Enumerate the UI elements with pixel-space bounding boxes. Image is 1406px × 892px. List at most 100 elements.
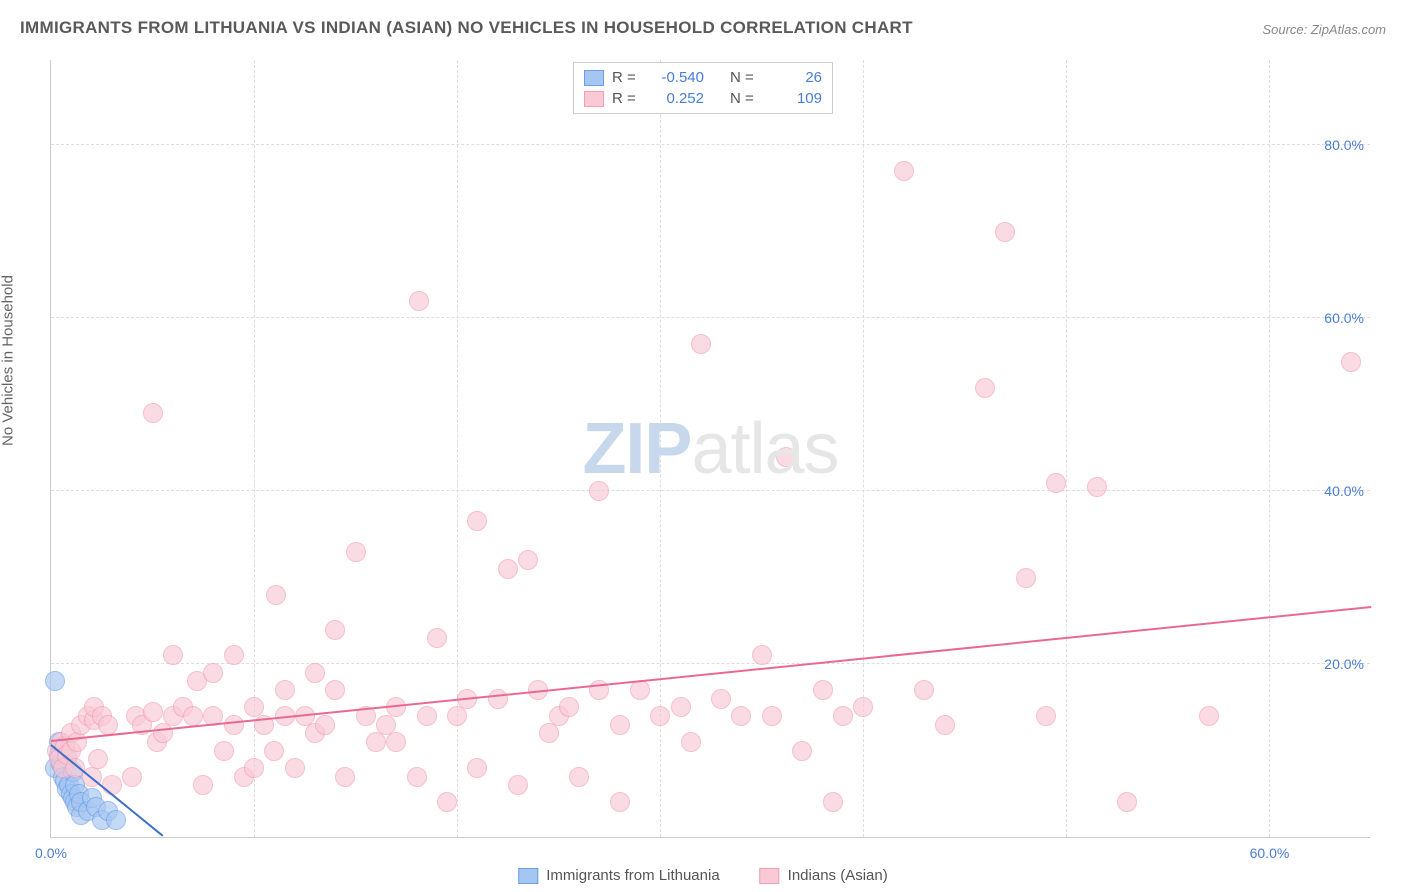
scatter-point-indians bbox=[67, 732, 87, 752]
gridline-horizontal bbox=[51, 144, 1370, 145]
scatter-point-indians bbox=[762, 706, 782, 726]
scatter-point-indians bbox=[224, 645, 244, 665]
legend-swatch bbox=[584, 91, 604, 107]
scatter-point-indians bbox=[214, 741, 234, 761]
y-tick-label: 20.0% bbox=[1324, 656, 1364, 672]
scatter-point-indians bbox=[346, 542, 366, 562]
correlation-legend-row: R = 0.252 N = 109 bbox=[584, 88, 822, 109]
x-tick-label: 0.0% bbox=[35, 845, 67, 861]
scatter-point-indians bbox=[681, 732, 701, 752]
scatter-point-indians bbox=[691, 334, 711, 354]
legend-swatch bbox=[584, 70, 604, 86]
y-tick-label: 40.0% bbox=[1324, 483, 1364, 499]
scatter-point-indians bbox=[275, 680, 295, 700]
legend-swatch bbox=[518, 868, 538, 884]
r-label: R = bbox=[612, 69, 640, 86]
scatter-point-indians bbox=[325, 620, 345, 640]
scatter-point-indians bbox=[143, 702, 163, 722]
scatter-point-indians bbox=[437, 792, 457, 812]
scatter-point-indians bbox=[813, 680, 833, 700]
scatter-point-indians bbox=[610, 792, 630, 812]
scatter-point-indians bbox=[203, 663, 223, 683]
scatter-point-indians bbox=[447, 706, 467, 726]
r-label: R = bbox=[612, 90, 640, 107]
scatter-point-lithuania bbox=[106, 810, 126, 830]
scatter-point-indians bbox=[1016, 568, 1036, 588]
scatter-point-indians bbox=[467, 758, 487, 778]
scatter-point-indians bbox=[752, 645, 772, 665]
series-legend: Immigrants from Lithuania Indians (Asian) bbox=[518, 867, 887, 884]
correlation-legend: R =-0.540N =26R =0.252N =109 bbox=[573, 62, 833, 114]
scatter-point-indians bbox=[914, 680, 934, 700]
scatter-point-indians bbox=[995, 222, 1015, 242]
scatter-point-indians bbox=[1036, 706, 1056, 726]
scatter-point-indians bbox=[671, 697, 691, 717]
scatter-point-indians bbox=[853, 697, 873, 717]
scatter-point-indians bbox=[305, 663, 325, 683]
scatter-point-indians bbox=[1087, 477, 1107, 497]
n-value: 109 bbox=[766, 90, 822, 107]
scatter-point-indians bbox=[102, 775, 122, 795]
scatter-point-indians bbox=[833, 706, 853, 726]
n-label: N = bbox=[730, 90, 758, 107]
scatter-point-indians bbox=[266, 585, 286, 605]
gridline-horizontal bbox=[51, 663, 1370, 664]
watermark: ZIPatlas bbox=[582, 408, 838, 490]
gridline-horizontal bbox=[51, 317, 1370, 318]
scatter-point-indians bbox=[498, 559, 518, 579]
scatter-point-indians bbox=[264, 741, 284, 761]
y-tick-label: 60.0% bbox=[1324, 310, 1364, 326]
x-tick-label: 60.0% bbox=[1250, 845, 1290, 861]
scatter-point-indians bbox=[98, 715, 118, 735]
scatter-point-indians bbox=[569, 767, 589, 787]
legend-item-lithuania: Immigrants from Lithuania bbox=[518, 867, 719, 884]
scatter-point-indians bbox=[559, 697, 579, 717]
gridline-horizontal bbox=[51, 490, 1370, 491]
scatter-point-indians bbox=[630, 680, 650, 700]
r-value: 0.252 bbox=[648, 90, 704, 107]
scatter-point-indians bbox=[163, 645, 183, 665]
scatter-point-indians bbox=[366, 732, 386, 752]
legend-label: Immigrants from Lithuania bbox=[546, 867, 719, 884]
scatter-point-indians bbox=[488, 689, 508, 709]
gridline-vertical bbox=[1269, 60, 1270, 837]
scatter-point-indians bbox=[386, 732, 406, 752]
scatter-point-indians bbox=[407, 767, 427, 787]
scatter-point-indians bbox=[589, 481, 609, 501]
scatter-point-indians bbox=[894, 161, 914, 181]
trend-line-indians bbox=[51, 606, 1371, 742]
scatter-point-indians bbox=[518, 550, 538, 570]
legend-item-indians: Indians (Asian) bbox=[760, 867, 888, 884]
scatter-point-indians bbox=[183, 706, 203, 726]
scatter-point-indians bbox=[792, 741, 812, 761]
scatter-point-indians bbox=[1046, 473, 1066, 493]
scatter-point-indians bbox=[244, 758, 264, 778]
legend-label: Indians (Asian) bbox=[788, 867, 888, 884]
r-value: -0.540 bbox=[648, 69, 704, 86]
scatter-point-indians bbox=[935, 715, 955, 735]
watermark-zip: ZIP bbox=[582, 409, 691, 489]
scatter-point-lithuania bbox=[45, 671, 65, 691]
scatter-point-indians bbox=[539, 723, 559, 743]
scatter-point-indians bbox=[711, 689, 731, 709]
scatter-point-indians bbox=[776, 447, 796, 467]
gridline-vertical bbox=[1066, 60, 1067, 837]
scatter-point-indians bbox=[417, 706, 437, 726]
scatter-point-indians bbox=[325, 680, 345, 700]
scatter-point-indians bbox=[285, 758, 305, 778]
y-axis-label: No Vehicles in Household bbox=[0, 275, 17, 446]
scatter-point-indians bbox=[508, 775, 528, 795]
scatter-point-indians bbox=[193, 775, 213, 795]
scatter-point-indians bbox=[975, 378, 995, 398]
scatter-point-indians bbox=[1199, 706, 1219, 726]
n-label: N = bbox=[730, 69, 758, 86]
scatter-point-indians bbox=[610, 715, 630, 735]
source-attribution: Source: ZipAtlas.com bbox=[1262, 22, 1386, 37]
scatter-point-indians bbox=[88, 749, 108, 769]
scatter-point-indians bbox=[427, 628, 447, 648]
scatter-point-indians bbox=[650, 706, 670, 726]
gridline-vertical bbox=[863, 60, 864, 837]
scatter-point-indians bbox=[315, 715, 335, 735]
scatter-point-indians bbox=[409, 291, 429, 311]
scatter-point-indians bbox=[122, 767, 142, 787]
